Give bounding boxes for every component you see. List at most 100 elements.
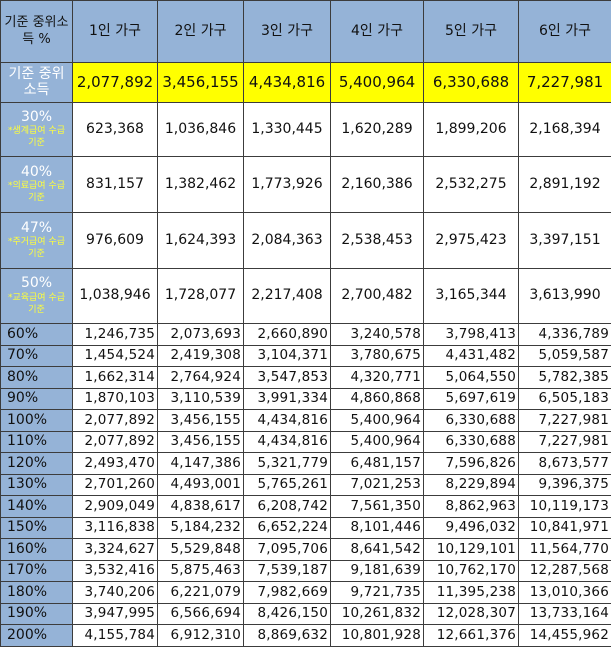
amount-cell: 11,395,238 <box>423 581 519 604</box>
data-row: 47% *주거급여 수급기준 976,609 1,624,393 2,084,363 2,… <box>0 212 611 269</box>
amount-cell: 2,160,386 <box>330 156 424 213</box>
amount-cell: 5,875,463 <box>157 559 244 582</box>
row-label: 130% <box>0 473 73 496</box>
amount-cell: 8,673,577 <box>518 452 611 475</box>
row-label-text: 90% <box>7 390 39 407</box>
amount-cell: 7,227,981 <box>518 62 611 103</box>
row-label-text: 130% <box>7 476 48 493</box>
amount-cell: 2,532,275 <box>423 156 519 213</box>
amount-cell: 10,261,832 <box>330 602 424 625</box>
amount-cell: 10,129,101 <box>423 538 519 561</box>
amount-cell: 5,400,964 <box>330 409 424 432</box>
amount-cell: 1,899,206 <box>423 102 519 157</box>
amount-cell: 9,496,032 <box>423 516 519 539</box>
amount-cell: 6,652,224 <box>243 516 331 539</box>
data-row: 130% 2,701,260 4,493,001 5,765,261 7,021,253… <box>0 473 611 496</box>
amount-cell: 12,028,307 <box>423 602 519 625</box>
amount-cell: 7,021,253 <box>330 473 424 496</box>
column-header: 4인 가구 <box>330 0 424 63</box>
amount-cell: 2,975,423 <box>423 212 519 269</box>
amount-cell: 2,168,394 <box>518 102 611 157</box>
column-header: 2인 가구 <box>157 0 244 63</box>
row-label: 70% <box>0 344 73 367</box>
row-label-text: 50% <box>20 275 53 292</box>
amount-cell: 3,991,334 <box>243 387 331 410</box>
amount-cell: 4,431,482 <box>423 344 519 367</box>
corner-cell: 기준 중위소득 % <box>0 0 73 63</box>
row-label-text: 47% <box>20 219 53 236</box>
amount-cell: 3,104,371 <box>243 344 331 367</box>
row-label: 200% <box>0 624 73 647</box>
amount-cell: 8,229,894 <box>423 473 519 496</box>
data-row: 50% *교육급여 수급기준 1,038,946 1,728,077 2,217,408… <box>0 268 611 324</box>
amount-cell: 5,400,964 <box>330 430 424 453</box>
amount-cell: 9,181,639 <box>330 559 424 582</box>
row-label: 30% *생계급여 수급기준 <box>0 102 73 157</box>
amount-cell: 9,396,375 <box>518 473 611 496</box>
amount-cell: 10,762,170 <box>423 559 519 582</box>
amount-cell: 1,382,462 <box>157 156 244 213</box>
row-label-text: 30% <box>20 108 53 125</box>
amount-cell: 2,073,693 <box>157 323 244 346</box>
amount-cell: 13,733,164 <box>518 602 611 625</box>
amount-cell: 2,077,892 <box>72 62 158 103</box>
row-label-text: 150% <box>7 519 48 536</box>
row-label: 140% <box>0 495 73 518</box>
row-label: 120% <box>0 452 73 475</box>
data-row: 120% 2,493,470 4,147,386 5,321,779 6,481,157… <box>0 452 611 475</box>
amount-cell: 1,330,445 <box>243 102 331 157</box>
amount-cell: 4,493,001 <box>157 473 244 496</box>
amount-cell: 10,841,971 <box>518 516 611 539</box>
amount-cell: 2,077,892 <box>72 409 158 432</box>
row-label: 기준 중위소득 <box>0 62 73 103</box>
amount-cell: 3,456,155 <box>157 409 244 432</box>
amount-cell: 6,566,694 <box>157 602 244 625</box>
row-label-text: 190% <box>7 605 48 622</box>
row-label: 90% <box>0 387 73 410</box>
amount-cell: 623,368 <box>72 102 158 157</box>
amount-cell: 5,059,587 <box>518 344 611 367</box>
amount-cell: 4,860,868 <box>330 387 424 410</box>
amount-cell: 6,912,310 <box>157 624 244 647</box>
amount-cell: 1,870,103 <box>72 387 158 410</box>
amount-cell: 4,155,784 <box>72 624 158 647</box>
row-label: 60% <box>0 323 73 346</box>
row-note: *의료급여 수급기준 <box>7 181 66 204</box>
amount-cell: 6,481,157 <box>330 452 424 475</box>
amount-cell: 2,217,408 <box>243 268 331 324</box>
data-row: 190% 3,947,995 6,566,694 8,426,150 10,261,83… <box>0 602 611 625</box>
amount-cell: 5,184,232 <box>157 516 244 539</box>
amount-cell: 3,798,413 <box>423 323 519 346</box>
row-label: 190% <box>0 602 73 625</box>
amount-cell: 1,773,926 <box>243 156 331 213</box>
row-label: 80% <box>0 366 73 389</box>
row-label-text: 160% <box>7 540 48 557</box>
amount-cell: 1,036,846 <box>157 102 244 157</box>
amount-cell: 3,116,838 <box>72 516 158 539</box>
amount-cell: 6,330,688 <box>423 409 519 432</box>
amount-cell: 2,891,192 <box>518 156 611 213</box>
amount-cell: 3,613,990 <box>518 268 611 324</box>
amount-cell: 11,564,770 <box>518 538 611 561</box>
amount-cell: 1,246,735 <box>72 323 158 346</box>
amount-cell: 2,909,049 <box>72 495 158 518</box>
row-label: 160% <box>0 538 73 561</box>
amount-cell: 8,641,542 <box>330 538 424 561</box>
amount-cell: 5,765,261 <box>243 473 331 496</box>
amount-cell: 3,780,675 <box>330 344 424 367</box>
amount-cell: 7,539,187 <box>243 559 331 582</box>
amount-cell: 2,700,482 <box>330 268 424 324</box>
column-header: 6인 가구 <box>518 0 611 63</box>
row-note: *교육급여 수급기준 <box>7 292 66 315</box>
amount-cell: 2,764,924 <box>157 366 244 389</box>
amount-cell: 3,324,627 <box>72 538 158 561</box>
amount-cell: 6,505,183 <box>518 387 611 410</box>
amount-cell: 2,493,470 <box>72 452 158 475</box>
row-label-text: 100% <box>7 411 48 428</box>
amount-cell: 8,862,963 <box>423 495 519 518</box>
amount-cell: 2,077,892 <box>72 430 158 453</box>
amount-cell: 3,740,206 <box>72 581 158 604</box>
amount-cell: 12,661,376 <box>423 624 519 647</box>
data-row: 170% 3,532,416 5,875,463 7,539,187 9,181,639… <box>0 559 611 582</box>
amount-cell: 5,697,619 <box>423 387 519 410</box>
